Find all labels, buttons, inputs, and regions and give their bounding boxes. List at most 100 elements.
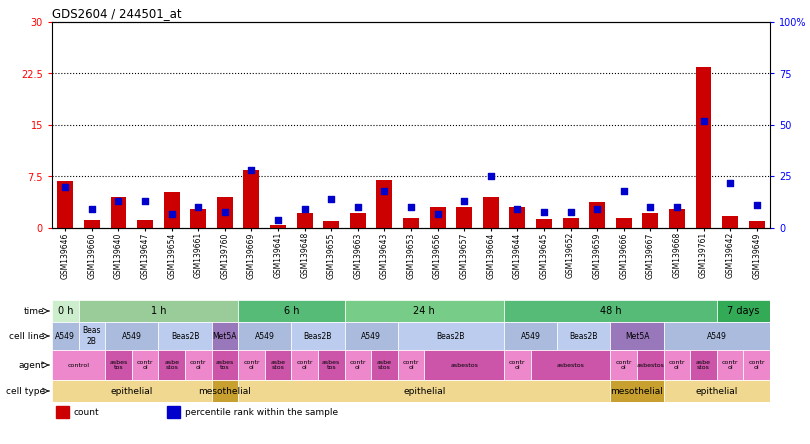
Bar <box>504 322 557 350</box>
Text: asbes
tos: asbes tos <box>215 360 234 370</box>
Text: asbe
stos: asbe stos <box>271 360 286 370</box>
Text: contr
ol: contr ol <box>190 360 207 370</box>
Point <box>511 206 524 213</box>
Bar <box>637 350 663 380</box>
Text: asbes
tos: asbes tos <box>109 360 128 370</box>
Text: epithelial: epithelial <box>403 386 446 396</box>
Text: cell line: cell line <box>10 332 45 341</box>
Bar <box>589 202 605 228</box>
Bar <box>52 322 79 350</box>
Text: contr
ol: contr ol <box>350 360 366 370</box>
Point <box>298 206 311 213</box>
Text: contr
ol: contr ol <box>137 360 153 370</box>
Bar <box>323 221 339 228</box>
Bar <box>211 350 238 380</box>
Point <box>404 204 417 211</box>
Point <box>85 206 98 213</box>
Bar <box>504 300 717 322</box>
Bar <box>292 322 344 350</box>
Bar <box>642 213 659 228</box>
Bar <box>744 350 770 380</box>
Point <box>112 198 125 205</box>
Point <box>538 208 551 215</box>
Text: A549: A549 <box>255 332 275 341</box>
Bar <box>669 209 685 228</box>
Bar <box>690 350 717 380</box>
Bar <box>217 197 232 228</box>
Text: Beas2B: Beas2B <box>304 332 332 341</box>
Bar <box>265 350 292 380</box>
Bar <box>504 350 531 380</box>
Bar <box>616 218 632 228</box>
Text: Beas2B: Beas2B <box>171 332 199 341</box>
Text: asbestos: asbestos <box>450 362 478 368</box>
Point <box>564 208 577 215</box>
Bar <box>52 350 105 380</box>
Text: percentile rank within the sample: percentile rank within the sample <box>185 408 338 416</box>
Point <box>325 196 338 203</box>
Bar <box>52 380 211 402</box>
Bar <box>56 406 69 418</box>
Bar <box>159 322 211 350</box>
Bar <box>344 300 504 322</box>
Point <box>671 204 684 211</box>
Bar <box>663 322 770 350</box>
Text: contr
ol: contr ol <box>243 360 260 370</box>
Bar <box>531 350 611 380</box>
Text: contr
ol: contr ol <box>722 360 739 370</box>
Text: contr
ol: contr ol <box>748 360 765 370</box>
Bar <box>58 181 73 228</box>
Bar <box>536 219 552 228</box>
Text: Beas2B: Beas2B <box>437 332 465 341</box>
Bar <box>371 350 398 380</box>
Text: asbe
stos: asbe stos <box>696 360 711 370</box>
Point <box>458 198 471 205</box>
Bar <box>270 225 286 228</box>
Point <box>750 202 763 209</box>
Point <box>431 210 444 217</box>
Bar <box>238 380 611 402</box>
Text: cell type: cell type <box>6 386 45 396</box>
Point <box>59 183 72 190</box>
Text: asbe
stos: asbe stos <box>164 360 179 370</box>
Bar <box>403 218 419 228</box>
Point <box>697 117 710 124</box>
Point <box>644 204 657 211</box>
Text: 6 h: 6 h <box>284 306 299 316</box>
Point <box>245 167 258 174</box>
Bar <box>164 192 180 228</box>
Bar <box>611 322 663 350</box>
Point <box>590 206 603 213</box>
Bar <box>717 300 770 322</box>
Bar <box>292 350 318 380</box>
Bar <box>185 350 211 380</box>
Bar <box>167 406 180 418</box>
Text: Met5A: Met5A <box>625 332 650 341</box>
Bar <box>110 197 126 228</box>
Bar <box>84 220 100 228</box>
Text: 7 days: 7 days <box>727 306 760 316</box>
Bar <box>663 380 770 402</box>
Bar <box>159 350 185 380</box>
Bar <box>748 221 765 228</box>
Bar <box>344 322 398 350</box>
Text: asbes
tos: asbes tos <box>322 360 340 370</box>
Text: A549: A549 <box>361 332 381 341</box>
Text: epithelial: epithelial <box>696 386 738 396</box>
Bar <box>483 197 499 228</box>
Bar <box>211 380 238 402</box>
Text: agent: agent <box>19 361 45 369</box>
Point <box>617 187 630 194</box>
Bar <box>398 322 504 350</box>
Text: 1 h: 1 h <box>151 306 166 316</box>
Text: contr
ol: contr ol <box>616 360 632 370</box>
Text: contr
ol: contr ol <box>403 360 420 370</box>
Text: control: control <box>67 362 90 368</box>
Text: count: count <box>74 408 99 416</box>
Bar <box>79 300 238 322</box>
Text: asbestos: asbestos <box>556 362 585 368</box>
Point <box>484 173 497 180</box>
Bar <box>557 322 611 350</box>
Bar <box>132 350 159 380</box>
Bar <box>244 170 259 228</box>
